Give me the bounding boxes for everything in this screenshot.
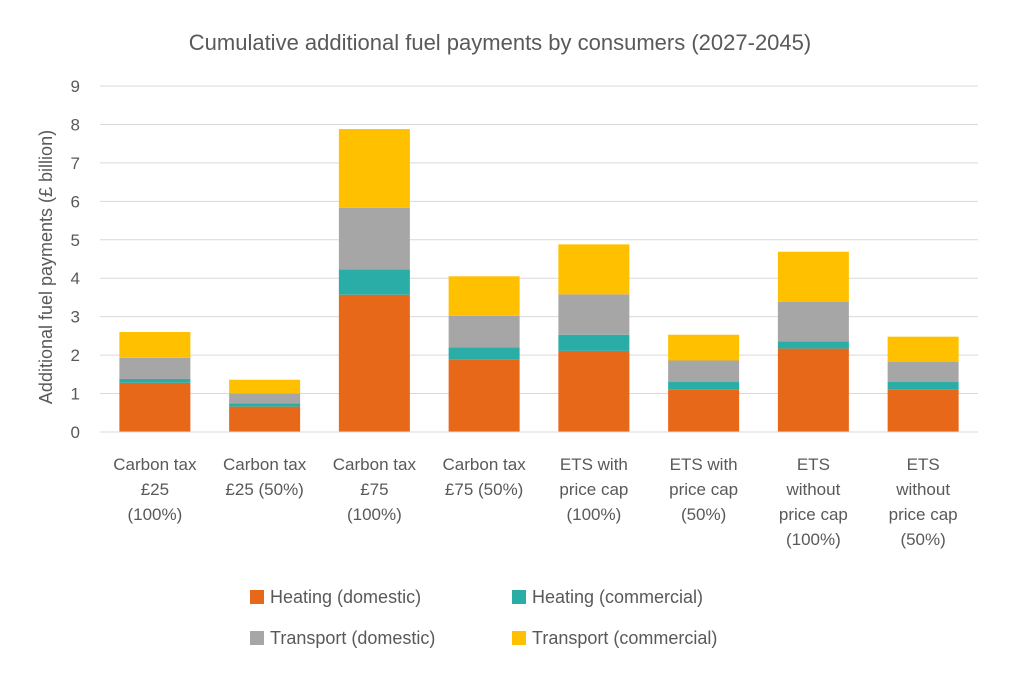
- bar-segment-1-category-2: [229, 406, 301, 432]
- legend-label: Heating (domestic): [270, 587, 421, 607]
- bar-segment-4-category-7: [777, 251, 849, 302]
- x-category-label: £25 (50%): [225, 480, 303, 499]
- y-tick-label: 9: [71, 77, 80, 96]
- bar-segment-1-category-4: [448, 359, 520, 432]
- x-axis-category-labels: Carbon tax £25 (100%) Carbon tax £25 (50%) Ca…: [113, 455, 957, 549]
- bar-segment-2-category-1: [119, 378, 191, 383]
- bar-segment-3-category-2: [229, 393, 301, 404]
- x-category-label: Carbon tax: [333, 455, 417, 474]
- legend-label: Transport (commercial): [532, 628, 717, 648]
- bar-segment-2-category-2: [229, 403, 301, 407]
- x-category-label: (50%): [900, 530, 945, 549]
- legend-label: Heating (commercial): [532, 587, 703, 607]
- x-category-label: without: [785, 480, 840, 499]
- y-tick-label: 0: [71, 423, 80, 442]
- bars: [119, 129, 959, 432]
- bar-segment-4-category-1: [119, 332, 191, 358]
- bar-segment-3-category-6: [668, 360, 740, 383]
- legend-swatch: [250, 631, 264, 645]
- bar-segment-3-category-8: [887, 361, 959, 383]
- bar-segment-4-category-4: [448, 276, 520, 316]
- x-category-label: price cap: [669, 480, 738, 499]
- x-category-label: ETS with: [560, 455, 628, 474]
- legend-label: Transport (domestic): [270, 628, 435, 648]
- legend-swatch: [250, 590, 264, 604]
- x-category-label: (100%): [786, 530, 841, 549]
- bar-segment-3-category-5: [558, 294, 630, 335]
- bar-segment-1-category-6: [668, 389, 740, 432]
- x-category-label: Carbon tax: [113, 455, 197, 474]
- x-category-label: (50%): [681, 505, 726, 524]
- bar-segment-2-category-3: [338, 269, 410, 295]
- bar-segment-3-category-7: [777, 301, 849, 342]
- y-tick-label: 6: [71, 192, 80, 211]
- y-tick-label: 1: [71, 385, 80, 404]
- bar-segment-4-category-2: [229, 379, 301, 394]
- legend: Heating (domestic) Heating (commercial) Tr…: [250, 587, 717, 648]
- bar-segment-2-category-5: [558, 334, 630, 351]
- x-category-label: (100%): [347, 505, 402, 524]
- bar-segment-1-category-5: [558, 350, 630, 432]
- legend-swatch: [512, 631, 526, 645]
- y-axis-ticks: 0 1 2 3 4 5 6 7 8 9: [71, 77, 80, 442]
- x-category-label: ETS: [797, 455, 830, 474]
- y-tick-label: 5: [71, 231, 80, 250]
- x-category-label: ETS with: [670, 455, 738, 474]
- x-category-label: £25: [141, 480, 169, 499]
- x-category-label: £75 (50%): [445, 480, 523, 499]
- x-category-label: £75: [360, 480, 388, 499]
- bar-segment-1-category-3: [338, 294, 410, 432]
- x-category-label: without: [895, 480, 950, 499]
- bar-segment-1-category-7: [777, 348, 849, 432]
- bar-segment-4-category-8: [887, 336, 959, 362]
- bar-segment-1-category-1: [119, 382, 191, 432]
- bar-segment-3-category-3: [338, 207, 410, 270]
- y-axis-label: Additional fuel payments (£ billion): [36, 130, 56, 404]
- legend-swatch: [512, 590, 526, 604]
- x-category-label: (100%): [566, 505, 621, 524]
- x-category-label: price cap: [559, 480, 628, 499]
- bar-segment-2-category-7: [777, 341, 849, 349]
- y-tick-label: 3: [71, 308, 80, 327]
- y-tick-label: 7: [71, 154, 80, 173]
- bar-segment-4-category-5: [558, 244, 630, 295]
- bar-segment-3-category-4: [448, 315, 520, 348]
- bar-segment-2-category-6: [668, 382, 740, 390]
- y-tick-label: 8: [71, 115, 80, 134]
- x-category-label: Carbon tax: [223, 455, 307, 474]
- x-category-label: price cap: [779, 505, 848, 524]
- bar-segment-1-category-8: [887, 389, 959, 432]
- gridlines: [100, 85, 978, 395]
- x-category-label: price cap: [889, 505, 958, 524]
- x-category-label: (100%): [127, 505, 182, 524]
- x-category-label: Carbon tax: [443, 455, 527, 474]
- y-tick-label: 4: [71, 269, 80, 288]
- chart-title: Cumulative additional fuel payments by c…: [189, 30, 811, 55]
- bar-segment-2-category-4: [448, 347, 520, 360]
- bar-segment-2-category-8: [887, 382, 959, 390]
- bar-segment-3-category-1: [119, 357, 191, 379]
- x-category-label: ETS: [907, 455, 940, 474]
- y-tick-label: 2: [71, 346, 80, 365]
- bar-segment-4-category-6: [668, 334, 740, 361]
- bar-segment-4-category-3: [338, 129, 410, 208]
